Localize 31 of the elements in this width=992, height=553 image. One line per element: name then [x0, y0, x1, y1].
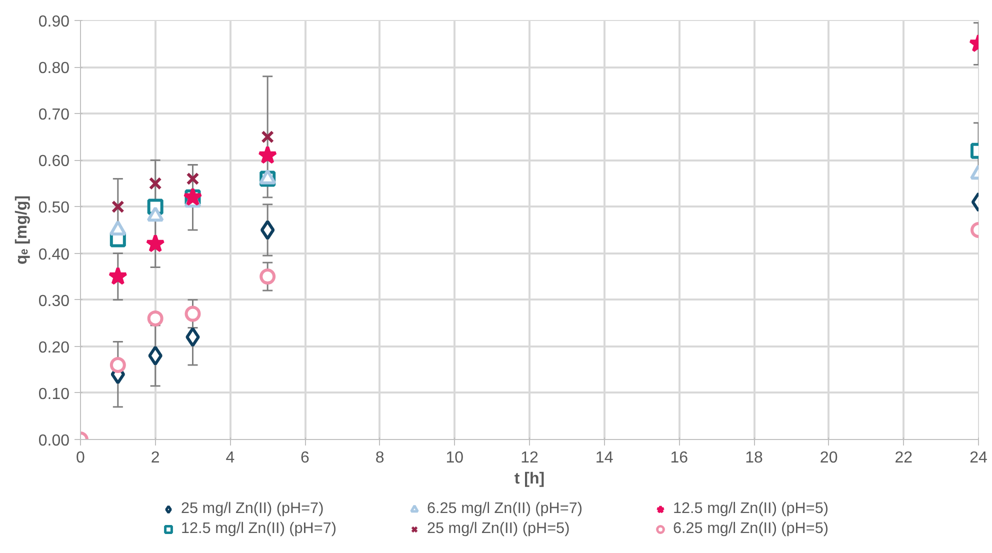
legend-label: 6.25 mg/l Zn(II) (pH=7) — [427, 500, 584, 518]
x-tick-label: 12 — [520, 450, 538, 466]
legend-label: 25 mg/l Zn(II) (pH=5) — [427, 520, 571, 538]
y-tick-label: 0.30 — [38, 292, 70, 310]
legend-label: 12.5 mg/l Zn(II) (pH=5) — [673, 500, 830, 518]
x-tick-label: 14 — [595, 450, 614, 466]
y-tick-label: 0.00 — [38, 432, 70, 450]
x-tick-label: 4 — [226, 450, 235, 466]
x-axis-title: t [h] — [514, 470, 545, 488]
y-tick-label: 0.10 — [38, 386, 70, 403]
y-tick-label: 0.40 — [38, 246, 70, 264]
legend-label: 6.25 mg/l Zn(II) (pH=5) — [673, 520, 830, 538]
y-tick-label: 0.70 — [38, 106, 70, 124]
y-tick-label: 0.80 — [38, 60, 70, 78]
x-tick-label: 10 — [446, 450, 464, 466]
x-tick-label: 18 — [745, 450, 763, 466]
y-tick-label: 0.50 — [38, 200, 70, 217]
x-tick-label: 16 — [670, 450, 688, 466]
y-tick-label: 0.60 — [38, 153, 70, 170]
legend-label: 12.5 mg/l Zn(II) (pH=7) — [181, 520, 338, 538]
x-tick-label: 8 — [375, 450, 384, 466]
legend-label: 25 mg/l Zn(II) (pH=7) — [181, 500, 325, 518]
y-tick-label: 0.90 — [38, 14, 70, 30]
x-tick-label: 22 — [894, 450, 913, 466]
x-tick-label: 2 — [150, 450, 160, 466]
x-tick-label: 0 — [76, 450, 86, 466]
x-tick-label: 24 — [970, 450, 988, 466]
y-axis-title: qₑ [mg/g] — [13, 195, 30, 265]
y-tick-label: 0.20 — [38, 339, 70, 356]
x-tick-label: 20 — [820, 450, 838, 466]
x-tick-label: 6 — [300, 450, 310, 466]
